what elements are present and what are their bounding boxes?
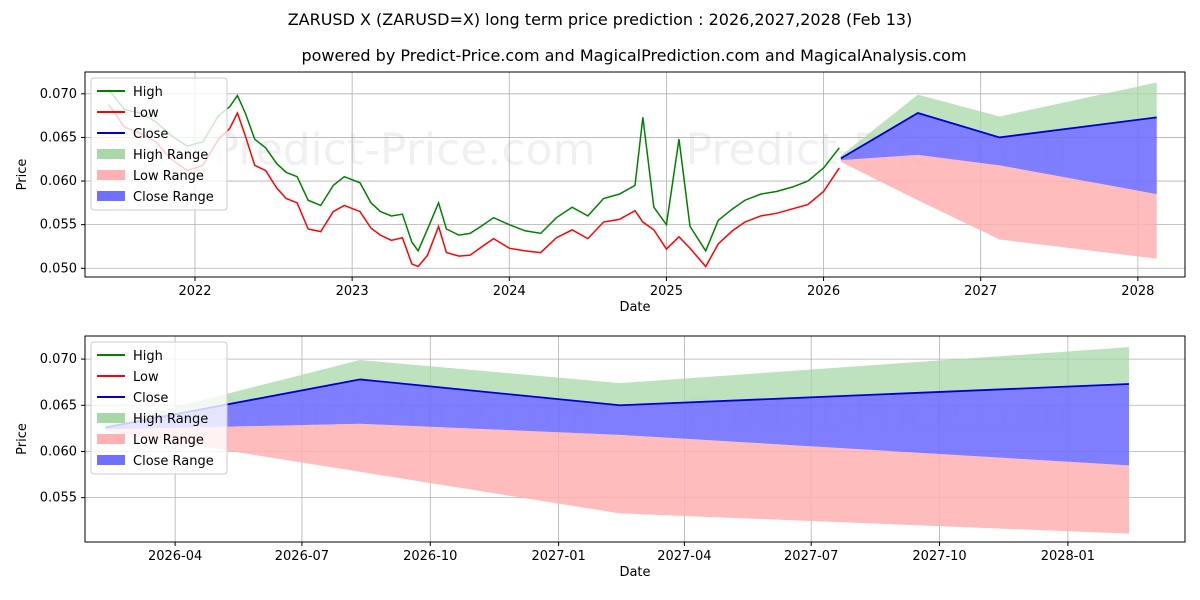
low-series-line xyxy=(107,103,840,268)
y-tick-label: 0.055 xyxy=(40,218,77,233)
chart-subtitle: powered by Predict-Price.com and Magical… xyxy=(301,46,966,65)
x-tick-label: 2025 xyxy=(650,284,683,299)
legend-swatch-high-range xyxy=(97,413,125,423)
y-tick-label: 0.050 xyxy=(40,261,77,276)
bottom-chart: Predict-Price.comPredict-Price.com2026-0… xyxy=(15,335,1186,580)
y-tick-label: 0.060 xyxy=(40,174,77,189)
legend-swatch-high-range xyxy=(97,149,125,159)
x-tick-label: 2027-07 xyxy=(784,549,838,564)
legend-label-high-range: High Range xyxy=(133,148,208,163)
legend-swatch-low-range xyxy=(97,434,125,444)
legend-swatch-low-range xyxy=(97,170,125,180)
x-tick-label: 2026-10 xyxy=(403,549,457,564)
x-tick-label: 2028-01 xyxy=(1041,549,1095,564)
x-axis-label: Date xyxy=(619,565,650,580)
legend-label-low-range: Low Range xyxy=(133,169,204,184)
plot-frame xyxy=(84,335,1186,543)
legend-label-low-range: Low Range xyxy=(133,433,204,448)
x-tick-label: 2024 xyxy=(493,284,526,299)
legend-swatch-close-range xyxy=(97,191,125,201)
low-range-area xyxy=(840,154,1157,259)
x-tick-label: 2027-10 xyxy=(912,549,966,564)
legend-label-close: Close xyxy=(133,127,168,142)
series-group xyxy=(107,82,1157,268)
legend-label-high: High xyxy=(133,85,163,100)
high-range-area xyxy=(105,347,1129,428)
y-tick-label: 0.065 xyxy=(40,130,77,145)
y-tick-label: 0.070 xyxy=(40,87,77,102)
legend-label-high-range: High Range xyxy=(133,412,208,427)
legend-label-high: High xyxy=(133,349,163,364)
x-tick-label: 2023 xyxy=(336,284,369,299)
legend-label-low: Low xyxy=(133,106,159,121)
close-range-area xyxy=(840,113,1157,195)
y-tick-label: 0.065 xyxy=(40,398,77,413)
series-group xyxy=(105,347,1130,534)
close-forecast-line xyxy=(840,112,1157,160)
x-axis-label: Date xyxy=(619,300,650,315)
high-range-area xyxy=(840,82,1157,159)
high-series-line xyxy=(107,88,840,253)
y-axis-label: Price xyxy=(15,159,30,191)
x-tick-label: 2026 xyxy=(807,284,840,299)
plot-frame xyxy=(84,71,1186,278)
top-chart: Predict-Price.comPredict-Price.com202220… xyxy=(15,71,1186,315)
close-range-area xyxy=(105,379,1129,466)
x-tick-label: 2027-04 xyxy=(657,549,711,564)
legend-swatch-close-range xyxy=(97,455,125,465)
y-tick-label: 0.055 xyxy=(40,491,77,506)
chart-title: ZARUSD X (ZARUSD=X) long term price pred… xyxy=(288,10,913,29)
low-range-area xyxy=(105,423,1129,534)
legend-label-low: Low xyxy=(133,370,159,385)
legend: High Low Close High Range Low Range Close Ran… xyxy=(90,77,228,211)
legend-label-close-range: Close Range xyxy=(133,454,214,469)
legend-label-close-range: Close Range xyxy=(133,190,214,205)
x-tick-label: 2027 xyxy=(964,284,997,299)
watermark: Predict-Price.com xyxy=(213,124,596,175)
x-tick-label: 2027-01 xyxy=(531,549,585,564)
y-axis-label: Price xyxy=(15,423,30,455)
x-tick-label: 2026-04 xyxy=(148,549,202,564)
legend-label-close: Close xyxy=(133,391,168,406)
close-forecast-line xyxy=(105,378,1130,429)
y-tick-label: 0.070 xyxy=(40,352,77,367)
y-tick-label: 0.060 xyxy=(40,444,77,459)
x-tick-label: 2028 xyxy=(1121,284,1154,299)
x-tick-label: 2026-07 xyxy=(275,549,329,564)
legend: High Low Close High Range Low Range Close Ran… xyxy=(90,341,228,475)
x-tick-label: 2022 xyxy=(178,284,211,299)
